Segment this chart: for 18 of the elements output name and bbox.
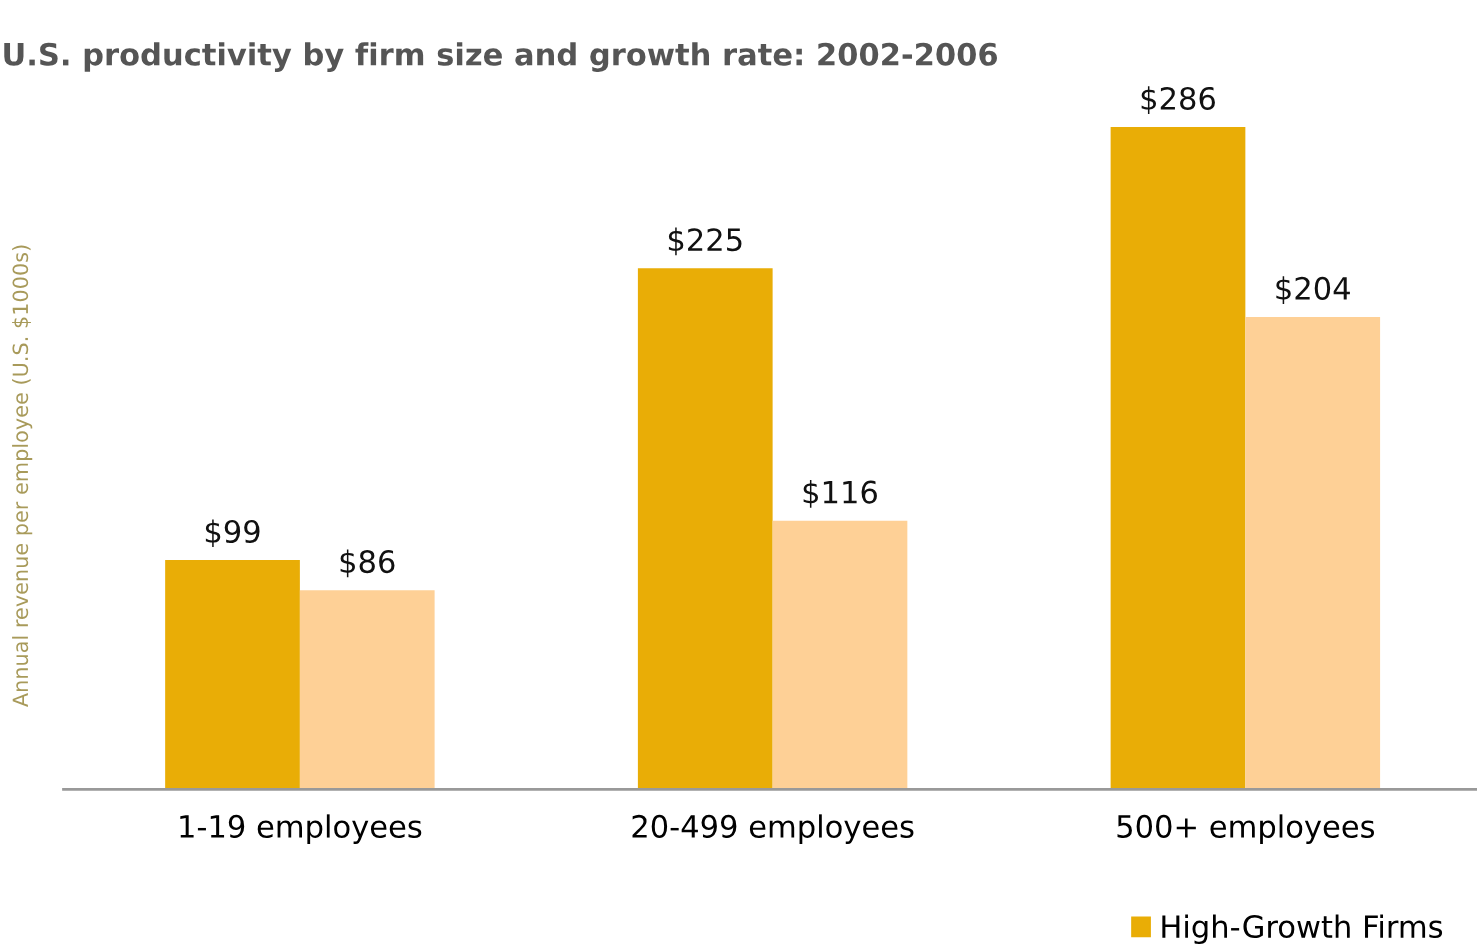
bar xyxy=(772,520,908,790)
y-axis-title: Annual revenue per employee (U.S. $1000s) xyxy=(12,245,33,708)
data-label: $116 xyxy=(803,480,877,508)
data-label: $99 xyxy=(205,519,260,548)
data-label: $204 xyxy=(1276,276,1350,304)
x-tick-label: 1-19 employees xyxy=(180,814,422,844)
data-label: $286 xyxy=(1141,86,1215,115)
bar xyxy=(1245,316,1381,790)
bar xyxy=(637,268,773,790)
x-tick-label: 500+ employees xyxy=(1117,814,1375,844)
bar xyxy=(1110,127,1246,790)
bar xyxy=(165,560,300,790)
data-label: $225 xyxy=(668,227,742,256)
x-tick-label: 20-499 employees xyxy=(632,814,914,844)
data-label: $86 xyxy=(340,549,395,578)
legend-label: High-Growth Firms xyxy=(1162,914,1443,945)
bar xyxy=(299,590,435,790)
chart-title: U.S. productivity by firm size and growth rate: 2002-2006 xyxy=(4,42,998,72)
